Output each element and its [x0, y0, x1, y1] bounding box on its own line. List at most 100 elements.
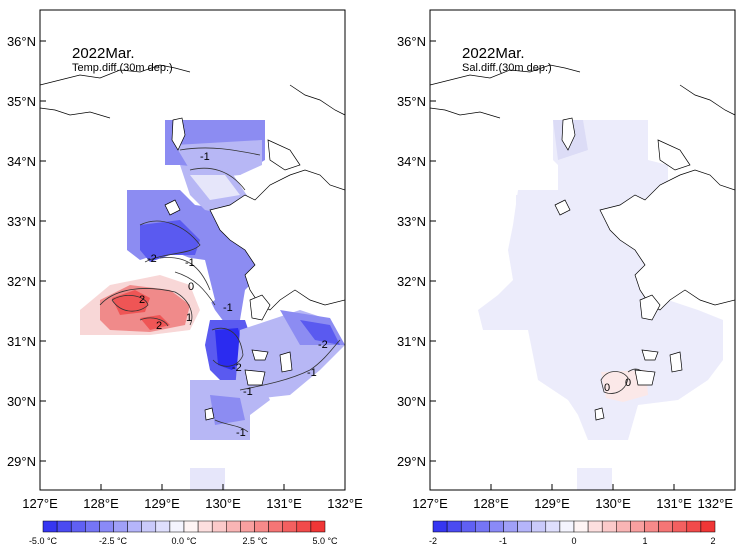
- colorbar: [42, 520, 326, 533]
- lon-label: 129°E: [534, 496, 570, 511]
- colorbar-swatch: [545, 520, 561, 533]
- colorbar-swatch: [254, 520, 269, 533]
- colorbar-label: -1: [499, 536, 507, 546]
- colorbar-swatch: [99, 520, 114, 533]
- contour-label: -2: [232, 362, 242, 374]
- colorbar-swatch: [268, 520, 283, 533]
- map-title-variable: Sal.diff.(30m dep.): [462, 62, 552, 74]
- colorbar-swatch: [686, 520, 702, 533]
- colorbar-swatch: [616, 520, 631, 533]
- colorbar-label: 2.5 °C: [242, 536, 268, 546]
- lon-label: 130°E: [595, 496, 631, 511]
- coastline: [39, 64, 346, 421]
- colorbar-swatch: [489, 520, 504, 533]
- lat-label: 35°N: [7, 94, 36, 109]
- contour-label: -2: [318, 339, 328, 351]
- colorbar-swatch: [630, 520, 645, 533]
- contour-label: -1: [307, 367, 317, 379]
- lon-label: 131°E: [266, 496, 302, 511]
- salinity-diff-map-panel: 2022Mar. Sal.diff.(30m dep.) 0 0 36°N 35…: [378, 0, 753, 547]
- lon-label: 127°E: [22, 496, 58, 511]
- colorbar-swatch: [700, 520, 716, 533]
- contour-label: -1: [223, 302, 233, 314]
- contour-label: -2: [147, 253, 157, 265]
- lon-label: 129°E: [144, 496, 180, 511]
- colorbar-swatch: [573, 520, 589, 533]
- colorbar-label: -5.0 °C: [29, 536, 58, 546]
- colorbar-label: -2: [429, 536, 437, 546]
- lat-label: 31°N: [397, 334, 426, 349]
- contour-label: -1: [243, 386, 253, 398]
- salinity-diff-map: 2022Mar. Sal.diff.(30m dep.) 0 0 36°N 35…: [397, 9, 736, 546]
- lat-label: 32°N: [7, 274, 36, 289]
- colorbar-swatch: [531, 520, 547, 533]
- lon-label: 132°E: [327, 496, 363, 511]
- colorbar-label: 0: [571, 536, 576, 546]
- colorbar-swatch: [446, 520, 462, 533]
- map-title-date: 2022Mar.: [462, 45, 525, 62]
- colorbar-label: 0.0 °C: [171, 536, 197, 546]
- colorbar-swatch: [70, 520, 86, 533]
- lat-label: 36°N: [397, 34, 426, 49]
- temperature-diff-map: 2022Mar. Temp.diff.(30m dep.) -1 -2 -1 0…: [7, 9, 363, 546]
- lon-label: 132°E: [697, 496, 733, 511]
- map-frame: [429, 9, 736, 491]
- colorbar-swatch: [658, 520, 673, 533]
- colorbar-swatch: [432, 520, 448, 533]
- contour-label: 0: [604, 382, 610, 394]
- map-title-date: 2022Mar.: [72, 45, 135, 62]
- colorbar-swatch: [113, 520, 128, 533]
- lat-label: 36°N: [7, 34, 36, 49]
- map-frame: [39, 9, 346, 491]
- colorbar-swatch: [601, 520, 617, 533]
- lon-label: 128°E: [83, 496, 119, 511]
- lat-label: 30°N: [397, 394, 426, 409]
- lat-label: 35°N: [397, 94, 426, 109]
- colorbar-swatch: [141, 520, 157, 533]
- colorbar-swatch: [672, 520, 688, 533]
- contour-label: -1: [185, 257, 195, 269]
- contour-label: -1: [200, 151, 210, 163]
- colorbar-swatch: [183, 520, 199, 533]
- colorbar-swatch: [211, 520, 227, 533]
- axis-ticks: [39, 40, 346, 490]
- lon-label: 130°E: [205, 496, 241, 511]
- colorbar: [432, 520, 716, 533]
- lat-label: 29°N: [397, 454, 426, 469]
- colorbar-swatch: [475, 520, 490, 533]
- colorbar-swatch: [226, 520, 241, 533]
- colorbar-label: 1: [642, 536, 647, 546]
- colorbar-swatch: [240, 520, 255, 533]
- colorbar-swatch: [127, 520, 142, 533]
- colorbar-swatch: [169, 520, 185, 533]
- lat-label: 30°N: [7, 394, 36, 409]
- contour-label: 2: [156, 320, 162, 332]
- lat-label: 31°N: [7, 334, 36, 349]
- colorbar-swatch: [517, 520, 532, 533]
- map-title-variable: Temp.diff.(30m dep.): [72, 62, 173, 74]
- colorbar-swatch: [155, 520, 171, 533]
- lat-label: 33°N: [7, 214, 36, 229]
- contour-label: -1: [236, 427, 246, 439]
- colorbar-label: 5.0 °C: [312, 536, 338, 546]
- lat-label: 29°N: [7, 454, 36, 469]
- colorbar-swatch: [197, 520, 213, 533]
- colorbar-swatch: [282, 520, 298, 533]
- axis-ticks: [429, 40, 736, 490]
- colorbar-swatch: [587, 520, 603, 533]
- lon-label: 128°E: [473, 496, 509, 511]
- lon-label: 131°E: [656, 496, 692, 511]
- colorbar-swatch: [296, 520, 312, 533]
- contour-label: 0: [625, 377, 631, 389]
- colorbar-swatch: [56, 520, 72, 533]
- contour-label: 2: [139, 294, 145, 306]
- colorbar-label: 2: [710, 536, 715, 546]
- colorbar-swatch: [310, 520, 326, 533]
- contour-label: 1: [186, 312, 192, 324]
- colorbar-swatch: [85, 520, 100, 533]
- colorbar-swatch: [42, 520, 58, 533]
- temperature-diff-map-panel: 2022Mar. Temp.diff.(30m dep.) -1 -2 -1 0…: [7, 9, 363, 546]
- colorbar-label: -2.5 °C: [99, 536, 128, 546]
- lat-label: 33°N: [397, 214, 426, 229]
- lat-label: 32°N: [397, 274, 426, 289]
